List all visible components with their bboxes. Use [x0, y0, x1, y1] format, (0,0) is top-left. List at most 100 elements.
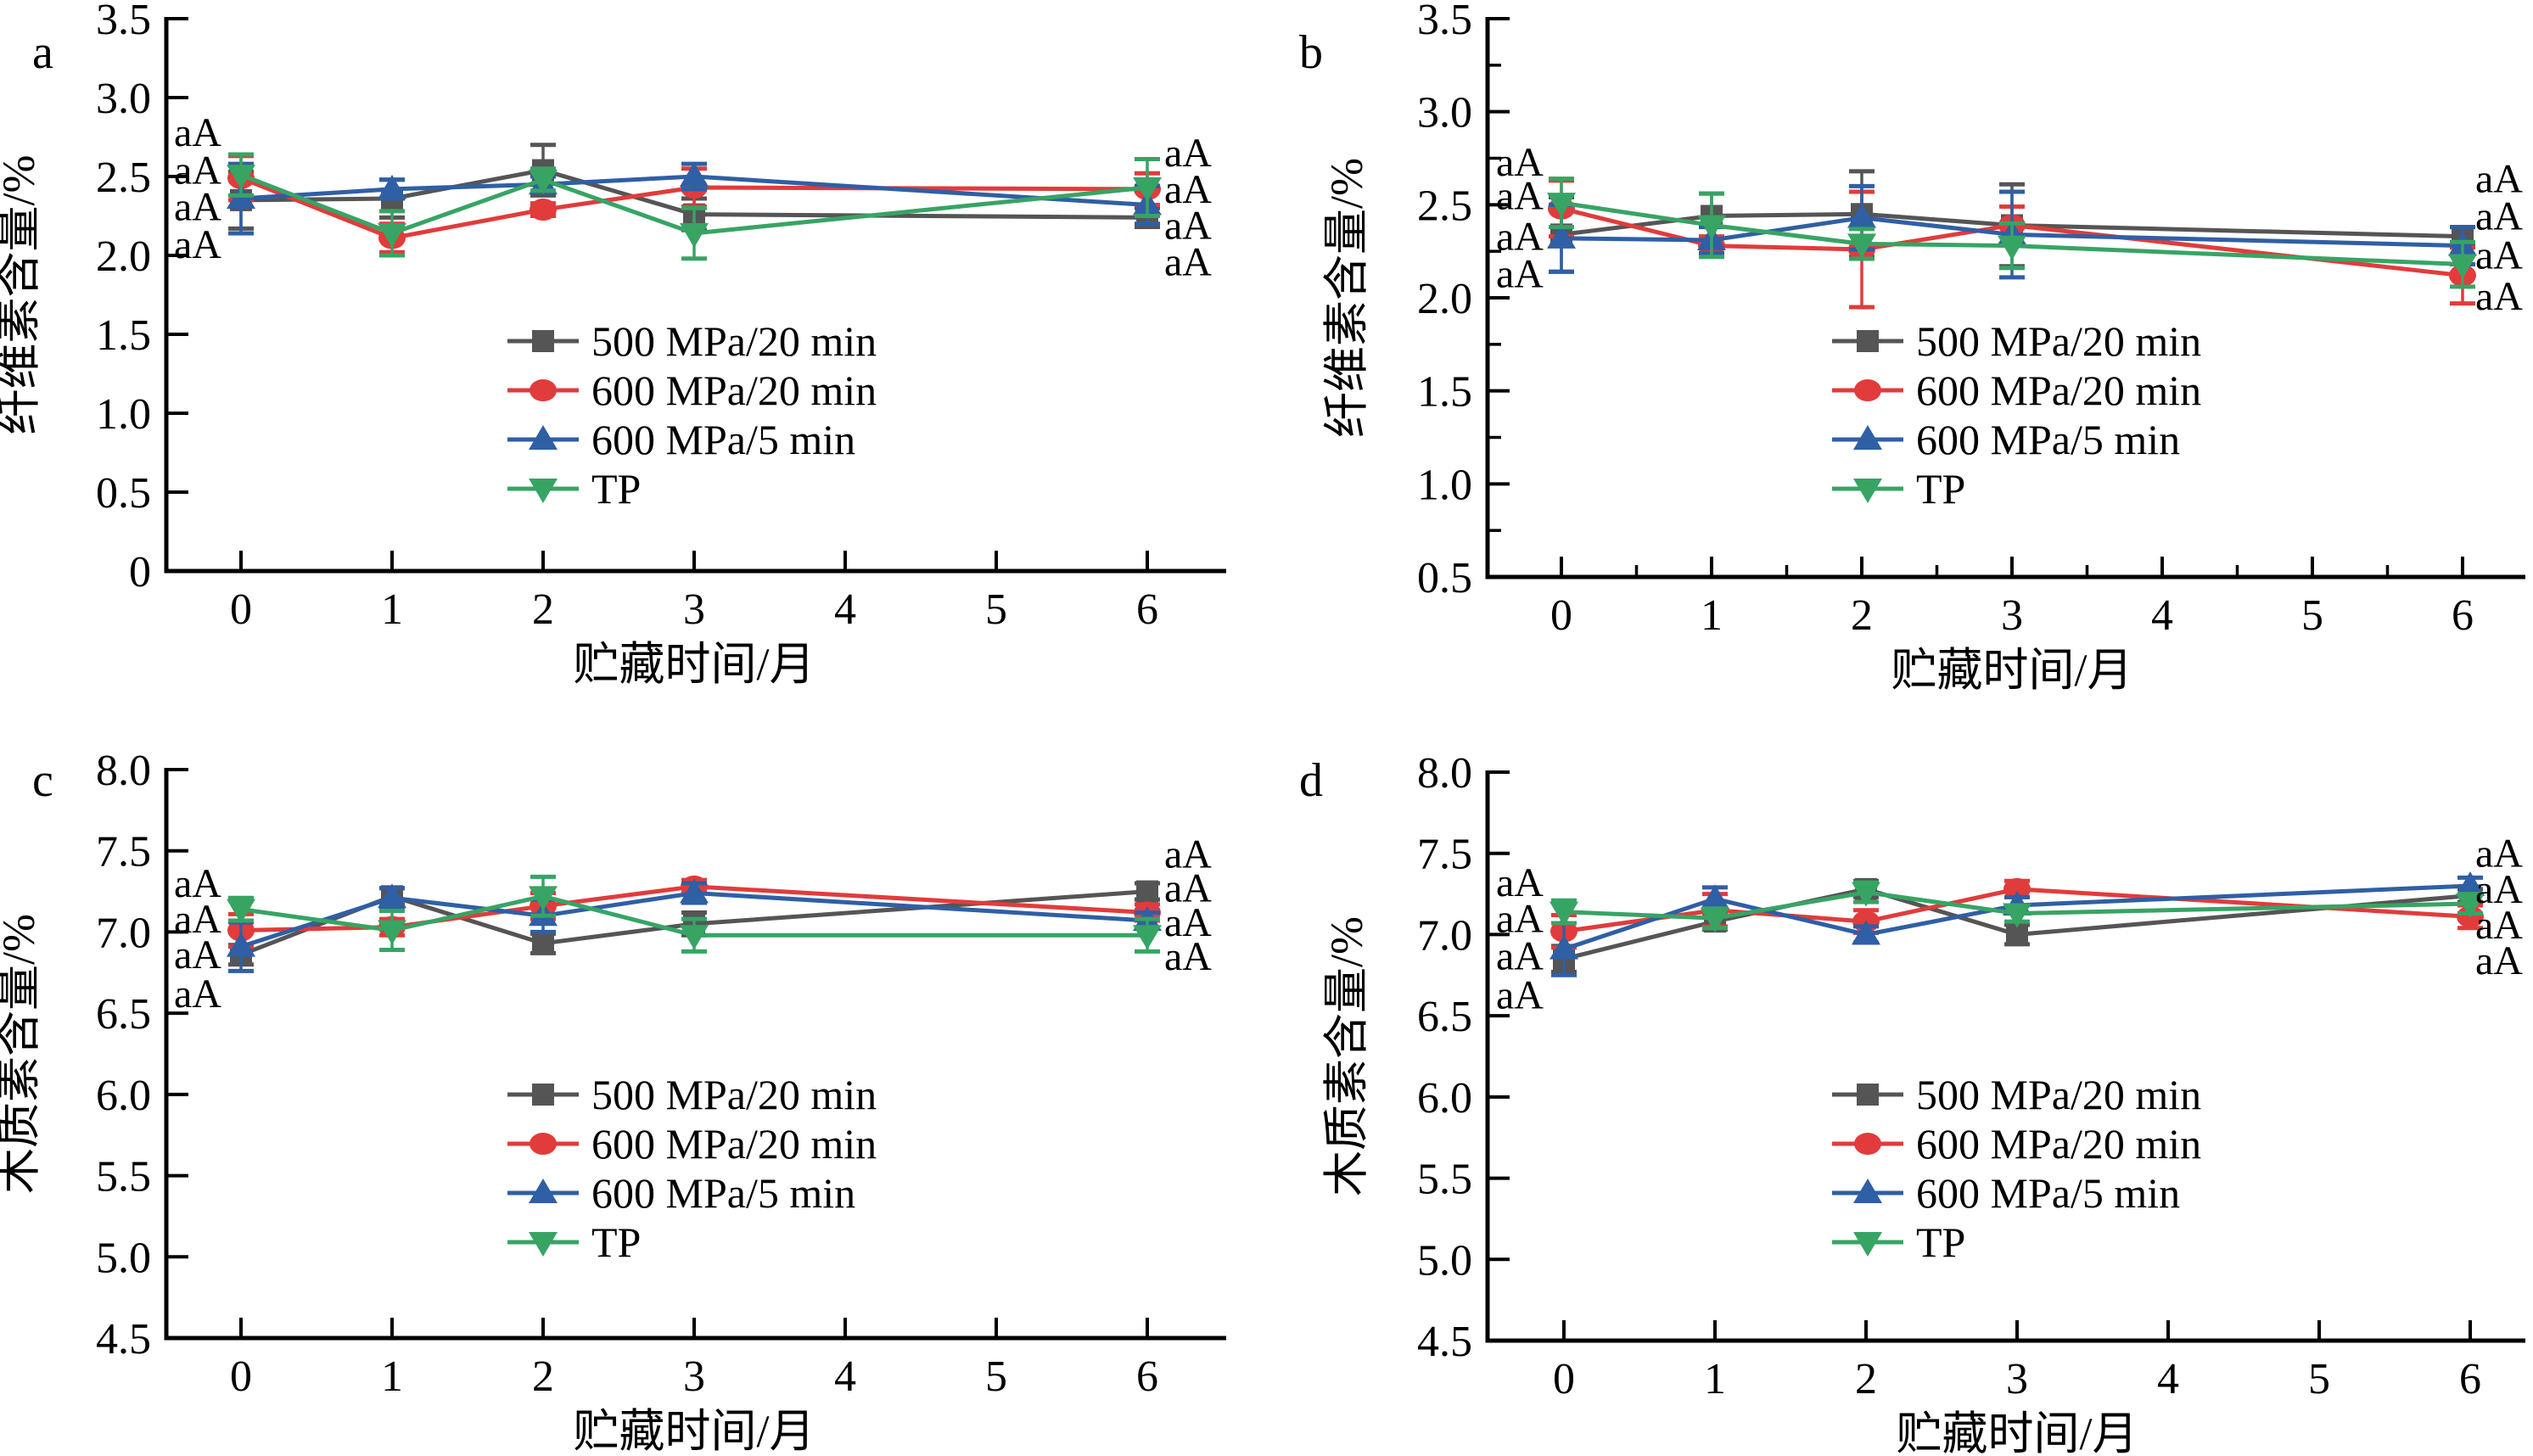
y-tick-label: 1.5 [1417, 368, 1472, 417]
y-tick-label: 1.5 [96, 311, 151, 360]
y-tick-label: 0.5 [96, 469, 151, 518]
y-tick-label: 0 [129, 548, 151, 596]
triangle-down-marker-icon [1547, 193, 1576, 218]
axis-lines [1485, 770, 2525, 1343]
x-tick-label: 3 [2006, 1355, 2028, 1403]
triangle-down-marker-icon [227, 165, 255, 190]
panel-d-letter: d [1299, 754, 1323, 807]
x-tick-label: 3 [683, 1352, 705, 1401]
y-tick-label: 6.0 [96, 1072, 151, 1120]
y-tick-label: 2.0 [1417, 275, 1472, 323]
x-tick-label: 3 [2001, 591, 2023, 640]
triangle-up-marker-icon [529, 1179, 558, 1203]
triangle-up-marker-icon [1547, 223, 1576, 249]
panel-d-y-axis-title: 木质素含量/% [1321, 916, 1372, 1196]
triangle-down-marker-icon [378, 222, 406, 248]
significance-label-left: aA [174, 184, 221, 229]
panel-a-y-axis-title: 纤维素含量/% [0, 155, 44, 435]
y-tick-label: 8.0 [1417, 749, 1472, 798]
x-tick-label: 6 [1136, 585, 1158, 634]
y-tick-label: 6.5 [1417, 993, 1472, 1041]
legend-label: 600 MPa/5 min [1916, 1169, 2180, 1217]
y-tick-label: 7.5 [96, 828, 151, 876]
triangle-up-marker-icon [227, 932, 255, 957]
triangle-down-marker-icon [1133, 177, 1162, 203]
triangle-down-marker-icon [529, 169, 558, 194]
legend-label: TP [591, 465, 641, 512]
y-tick-label: 5.0 [96, 1234, 151, 1282]
y-tick-label: 7.0 [1417, 911, 1472, 960]
panel-b-letter: b [1299, 26, 1323, 79]
x-tick-label: 2 [1855, 1355, 1877, 1403]
x-tick-label: 4 [834, 585, 856, 634]
x-tick-label: 6 [2459, 1355, 2481, 1403]
axis-lines [164, 768, 1226, 1341]
triangle-up-marker-icon [680, 162, 709, 187]
circle-marker-icon [530, 1133, 557, 1155]
significance-label-right: aA [2475, 867, 2523, 912]
triangle-down-marker-icon [378, 920, 406, 945]
significance-label-left: aA [174, 972, 221, 1016]
x-tick-label: 0 [1553, 1355, 1575, 1403]
panel-a-letter: a [32, 26, 53, 79]
panel-b-y-axis-title: 纤维素含量/% [1321, 158, 1372, 438]
triangle-down-marker-icon [1852, 882, 1880, 907]
x-tick-label: 6 [1136, 1352, 1158, 1401]
triangle-up-marker-icon [378, 174, 406, 199]
legend-label: 600 MPa/5 min [591, 416, 855, 463]
x-tick-label: 1 [381, 1352, 403, 1401]
panel-b-chart: b 3.5 3.0 2.5 2.0 1.5 1.0 0.5 0 1 2 3 4 5 6 贮藏时间/月 纤维素含量… [1299, 0, 2525, 696]
series-tp [1550, 880, 2485, 933]
triangle-down-marker-icon [1853, 479, 1882, 503]
significance-label-right: aA [1164, 900, 1212, 945]
significance-label-right: aA [2475, 193, 2523, 238]
triangle-up-marker-icon [1853, 425, 1882, 450]
legend-label: 600 MPa/5 min [591, 1169, 855, 1217]
panel-d-chart: d 8.0 7.5 7.0 6.5 6.0 5.5 5.0 4.5 0 1 2 3 4 5 6 贮藏时间/月 木质… [1299, 749, 2525, 1456]
x-tick-label: 5 [985, 1352, 1007, 1401]
x-tick-label: 2 [532, 585, 554, 634]
circle-marker-icon [530, 379, 557, 401]
legend-label: TP [1916, 1218, 1965, 1266]
triangle-up-marker-icon [1852, 920, 1880, 945]
triangle-down-marker-icon [2003, 903, 2031, 928]
triangle-down-marker-icon [1847, 233, 1876, 259]
y-tick-label: 3.5 [1417, 0, 1472, 44]
legend-label: 500 MPa/20 min [591, 317, 877, 365]
significance-label-right: aA [1164, 131, 1212, 176]
triangle-down-marker-icon [1701, 908, 1729, 933]
square-marker-icon [1857, 1084, 1879, 1106]
significance-label-right: aA [2475, 903, 2523, 948]
triangle-down-marker-icon [1853, 1232, 1882, 1257]
significance-label-left: aA [174, 932, 221, 977]
y-tick-label: 4.5 [1417, 1318, 1472, 1366]
x-tick-label: 1 [381, 585, 403, 634]
circle-marker-icon [1854, 379, 1881, 401]
panel-a-x-axis-title: 贮藏时间/月 [573, 639, 815, 690]
panel-c-letter: c [32, 754, 53, 807]
significance-label-right: aA [1164, 934, 1212, 979]
triangle-down-marker-icon [529, 479, 558, 503]
legend-label: TP [1916, 465, 1965, 512]
significance-label-left: aA [174, 148, 221, 193]
y-tick-label: 5.0 [1417, 1236, 1472, 1285]
x-tick-label: 3 [683, 585, 705, 634]
significance-label-left: aA [1496, 215, 1544, 260]
legend-label: TP [591, 1218, 641, 1266]
panel-a-chart: a 3.5 3.0 2.5 2.0 1.5 1.0 0.5 0 0 1 2 3 4 5 6 贮藏时间/月 纤维素含… [0, 0, 1226, 690]
square-marker-icon [532, 932, 554, 955]
x-tick-label: 1 [1704, 1355, 1726, 1403]
x-tick-label: 0 [230, 1352, 252, 1401]
significance-label-right: aA [2475, 274, 2523, 319]
x-tick-label: 6 [2452, 591, 2474, 640]
x-tick-label: 5 [2308, 1355, 2330, 1403]
y-tick-label: 7.0 [96, 909, 151, 957]
significance-label-left: aA [174, 110, 221, 155]
triangle-down-marker-icon [1133, 925, 1162, 950]
x-tick-label: 4 [2157, 1355, 2179, 1403]
significance-label-right: aA [1164, 866, 1212, 911]
significance-label-right: aA [2475, 938, 2523, 983]
